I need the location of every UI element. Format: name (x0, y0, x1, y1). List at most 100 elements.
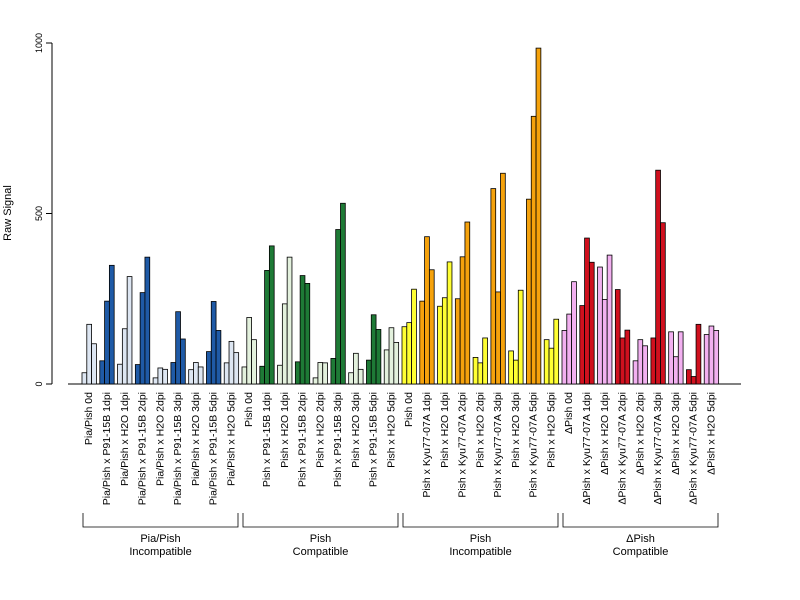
bar (91, 343, 97, 385)
bar (713, 330, 720, 385)
bar (228, 340, 235, 385)
y-tick-label: 500 (34, 206, 44, 221)
bar (175, 311, 181, 385)
bars (81, 47, 720, 385)
bar (117, 363, 123, 385)
group-label-line1: ΔPish (626, 533, 655, 545)
bar (388, 327, 395, 385)
bar (606, 254, 613, 385)
bar (86, 323, 93, 385)
bar (370, 314, 377, 385)
bar (268, 245, 275, 385)
bar (162, 368, 168, 385)
bar (259, 365, 265, 385)
bar (495, 291, 501, 385)
x-tick-label: Pish x H2O 3dpi (350, 392, 362, 468)
bar (223, 362, 230, 385)
bar (660, 222, 666, 385)
group-bracket (82, 513, 239, 528)
bar (490, 188, 497, 385)
bar (383, 349, 390, 385)
x-tick-label: Pia/Pish 0d (83, 392, 95, 445)
group-label-line2: Incompatible (449, 546, 511, 558)
bar (157, 367, 164, 385)
x-tick-label: ΔPish x Kyu77-07A 5dpi (688, 392, 700, 505)
bar (411, 288, 417, 385)
group-label-line1: Pia/Pish (140, 533, 180, 545)
bar (437, 305, 443, 385)
bar (673, 356, 679, 385)
bar (304, 283, 311, 385)
bar (535, 47, 542, 385)
bar (286, 256, 293, 385)
x-tick-label: Pia/Pish x P91-15B 3dpi (172, 392, 184, 505)
bar (584, 237, 590, 385)
x-tick-label: ΔPish x H2O 3dpi (670, 392, 682, 475)
bar (454, 298, 461, 385)
x-tick-label: Pish x P91-15B 3dpi (332, 392, 344, 487)
x-tick-label: Pish x Kyu77-07A 5dpi (528, 392, 540, 498)
bar (299, 275, 306, 385)
x-tick-label: ΔPish x H2O 1dpi (599, 392, 611, 475)
bar (668, 331, 674, 385)
bar (108, 264, 115, 385)
bar (353, 352, 359, 385)
bar (650, 337, 657, 385)
group-bracket (402, 513, 559, 528)
bar (294, 361, 301, 385)
bar (472, 357, 479, 385)
x-tick-label: Pia/Pish x P91-15B 1dpi (101, 392, 113, 505)
x-tick-label: Pia/Pish x P91-15B 5dpi (208, 392, 220, 505)
bar (655, 169, 661, 385)
bar (624, 329, 631, 385)
bar (312, 377, 319, 385)
bar (695, 323, 702, 385)
x-tick-label: ΔPish x Kyu77-07A 2dpi (617, 392, 629, 505)
group-brackets: Pia/PishIncompatiblePishCompatiblePishIn… (82, 513, 719, 558)
bar (686, 369, 692, 385)
bar (637, 339, 644, 385)
bar (464, 221, 471, 385)
x-tick-label: Pish x P91-15B 5dpi (368, 392, 380, 487)
bar (482, 337, 488, 385)
bar (588, 261, 595, 385)
bar (477, 362, 484, 385)
bar (233, 352, 240, 385)
bar (601, 299, 608, 385)
bar (317, 362, 324, 385)
bar (366, 359, 372, 385)
bar (99, 360, 105, 385)
group-label-line1: Pish (470, 533, 491, 545)
group-bracket (562, 513, 719, 528)
x-tick-labels: Pia/Pish 0d Pia/Pish x P91-15B 1dpi Pia/Pi… (83, 392, 717, 505)
bar (188, 369, 194, 385)
bar (322, 362, 328, 385)
bar (281, 303, 288, 385)
x-tick-label: Pish x Kyu77-07A 2dpi (457, 392, 469, 498)
bar (152, 377, 159, 385)
x-tick-label: Pish 0d (243, 392, 255, 427)
bar (543, 339, 550, 385)
bar (566, 313, 572, 385)
bar (197, 366, 204, 385)
x-tick-label: Pish x P91-15B 1dpi (261, 392, 273, 487)
bar (357, 368, 364, 385)
bar (330, 358, 337, 385)
bar (579, 305, 585, 385)
group-label-line2: Incompatible (129, 546, 191, 558)
x-tick-label: Pish x Kyu77-07A 3dpi (492, 392, 504, 498)
bar (446, 261, 453, 385)
bar (703, 334, 710, 385)
x-tick-label: Pia/Pish x H2O 3dpi (190, 392, 202, 486)
bar (246, 317, 253, 385)
x-tick-label: Pia/Pish x H2O 2dpi (154, 392, 166, 486)
x-tick-label: Pish 0d (403, 392, 415, 427)
bar (690, 376, 697, 385)
bar (530, 115, 537, 385)
group-label-line1: Pish (310, 533, 331, 545)
x-tick-label: Pish x H2O 3dpi (510, 392, 522, 468)
x-tick-label: ΔPish x Kyu77-07A 1dpi (581, 392, 593, 505)
bar (708, 325, 715, 385)
x-tick-label: ΔPish x H2O 2dpi (634, 392, 646, 475)
